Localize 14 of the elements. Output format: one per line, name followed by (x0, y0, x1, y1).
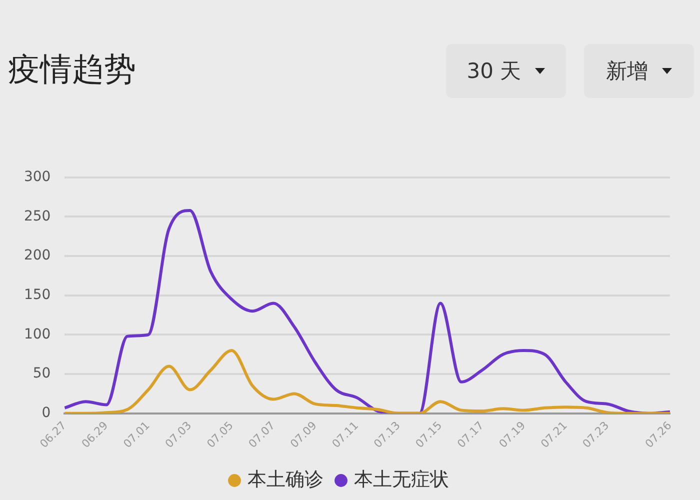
y-tick-label: 250 (24, 208, 51, 224)
y-tick-label: 150 (24, 287, 51, 304)
legend-label: 本土确诊 (248, 468, 324, 490)
y-tick-label: 100 (24, 326, 51, 342)
text: 新增 (606, 58, 648, 85)
chart-title: 疫情趋势 (8, 49, 136, 90)
legend-label: 本土无症状 (354, 468, 449, 490)
line-series (63, 348, 672, 414)
line-series (63, 208, 672, 414)
y-tick-label: 50 (32, 366, 51, 382)
text: 30 天 (466, 58, 522, 85)
y-tick-label: 300 (24, 169, 51, 186)
y-tick-label: 0 (42, 405, 51, 422)
y-tick-label: 200 (24, 248, 51, 264)
